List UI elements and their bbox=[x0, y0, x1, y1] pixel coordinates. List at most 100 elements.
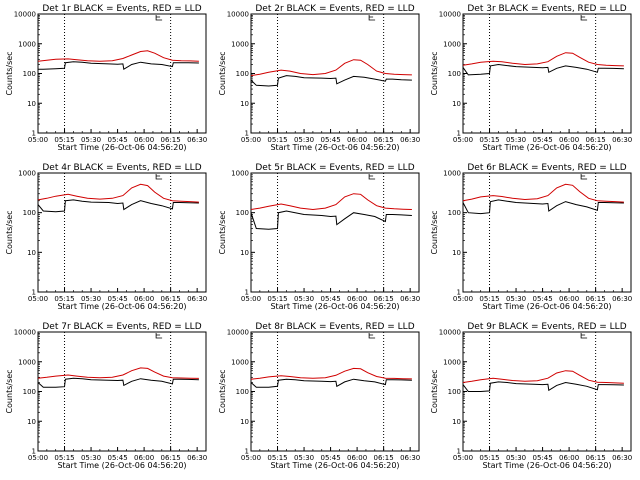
x-tick-label: 05:15 bbox=[54, 454, 74, 462]
x-tick-label: 06:15 bbox=[586, 136, 606, 144]
series-events-line bbox=[37, 199, 199, 213]
x-tick-label: 06:15 bbox=[161, 295, 181, 303]
y-tick-label: 1 bbox=[245, 289, 249, 297]
x-tick-label: 06:15 bbox=[374, 295, 394, 303]
x-tick-label: 05:30 bbox=[294, 295, 314, 303]
y-tick-label: 1000 bbox=[231, 358, 249, 366]
series-events-line bbox=[462, 381, 624, 392]
panel-1: Det 1r BLACK = Events, RED = LLD 1 10 100 10… bbox=[5, 4, 207, 152]
gate-marker bbox=[580, 15, 588, 21]
x-tick-label: 06:30 bbox=[400, 295, 420, 303]
y-tick-label: 10000 bbox=[439, 11, 461, 19]
y-tick-label: 100 bbox=[23, 388, 36, 396]
plot-frame bbox=[250, 172, 420, 293]
x-tick-label: 06:15 bbox=[374, 454, 394, 462]
x-tick-label: 06:30 bbox=[612, 454, 632, 462]
y-tick-label: 1000 bbox=[443, 40, 461, 48]
series-lld-line bbox=[37, 50, 199, 62]
series-lld-line bbox=[250, 367, 412, 380]
x-tick-label: 05:45 bbox=[107, 454, 127, 462]
y-tick-label: 1000 bbox=[18, 170, 36, 178]
panel-3: Det 3r BLACK = Events, RED = LLD 1 10 100 10… bbox=[430, 4, 632, 152]
x-tick-label: 06:30 bbox=[187, 295, 207, 303]
y-tick-label: 10000 bbox=[14, 329, 36, 337]
gate-marker bbox=[368, 333, 376, 339]
x-tick-label: 05:15 bbox=[479, 136, 499, 144]
panel-title: Det 9r BLACK = Events, RED = LLD bbox=[467, 322, 626, 332]
series-events-line bbox=[250, 75, 412, 87]
x-tick-label: 05:45 bbox=[320, 136, 340, 144]
panel-title: Det 2r BLACK = Events, RED = LLD bbox=[255, 4, 414, 14]
panel-title: Det 3r BLACK = Events, RED = LLD bbox=[467, 4, 626, 14]
panel-2: Det 2r BLACK = Events, RED = LLD 1 10 100 10… bbox=[218, 4, 420, 152]
series-lld-line bbox=[462, 370, 624, 384]
y-tick-label: 1 bbox=[457, 130, 461, 138]
y-tick-label: 10 bbox=[27, 418, 36, 426]
y-tick-label: 1 bbox=[245, 130, 249, 138]
y-axis-label: Counts/sec bbox=[5, 369, 14, 413]
x-tick-label: 06:00 bbox=[347, 136, 367, 144]
panel-9: Det 9r BLACK = Events, RED = LLD 1 10 100 10… bbox=[430, 322, 632, 470]
panel-title: Det 7r BLACK = Events, RED = LLD bbox=[42, 322, 201, 332]
gate-marker bbox=[580, 333, 588, 339]
y-axis-label: Counts/sec bbox=[430, 210, 439, 254]
plot-frame bbox=[462, 331, 632, 452]
y-axis-label: Counts/sec bbox=[218, 51, 227, 95]
y-tick-label: 10000 bbox=[227, 11, 249, 19]
x-tick-label: 05:00 bbox=[241, 295, 261, 303]
y-tick-label: 100 bbox=[236, 70, 249, 78]
plot-frame bbox=[37, 13, 207, 134]
x-axis-label: Start Time (26-Oct-06 04:56:20) bbox=[270, 143, 399, 152]
series-lld-line bbox=[462, 52, 624, 67]
x-tick-label: 05:15 bbox=[479, 454, 499, 462]
x-tick-label: 05:00 bbox=[453, 136, 473, 144]
x-tick-label: 05:00 bbox=[241, 136, 261, 144]
panel-title: Det 4r BLACK = Events, RED = LLD bbox=[42, 163, 201, 173]
y-axis-label: Counts/sec bbox=[5, 51, 14, 95]
y-tick-label: 10 bbox=[27, 100, 36, 108]
y-tick-label: 1 bbox=[32, 448, 36, 456]
x-tick-label: 05:30 bbox=[294, 454, 314, 462]
x-tick-label: 06:15 bbox=[586, 454, 606, 462]
y-tick-label: 1 bbox=[457, 448, 461, 456]
x-tick-label: 05:00 bbox=[28, 295, 48, 303]
y-tick-label: 1000 bbox=[18, 358, 36, 366]
x-axis-label: Start Time (26-Oct-06 04:56:20) bbox=[482, 461, 611, 470]
x-tick-label: 05:15 bbox=[267, 295, 287, 303]
y-axis-label: Counts/sec bbox=[218, 210, 227, 254]
gate-marker bbox=[155, 174, 163, 180]
panel-title: Det 8r BLACK = Events, RED = LLD bbox=[255, 322, 414, 332]
y-tick-label: 100 bbox=[236, 209, 249, 217]
y-tick-label: 100 bbox=[448, 70, 461, 78]
x-tick-label: 06:30 bbox=[400, 454, 420, 462]
y-tick-label: 1000 bbox=[18, 40, 36, 48]
series-lld-line bbox=[250, 59, 412, 77]
panel-title: Det 6r BLACK = Events, RED = LLD bbox=[467, 163, 626, 173]
gate-marker bbox=[368, 174, 376, 180]
gate-marker bbox=[155, 333, 163, 339]
y-tick-label: 10000 bbox=[227, 329, 249, 337]
x-axis-label: Start Time (26-Oct-06 04:56:20) bbox=[270, 461, 399, 470]
x-axis-label: Start Time (26-Oct-06 04:56:20) bbox=[482, 143, 611, 152]
y-tick-label: 100 bbox=[448, 209, 461, 217]
y-tick-label: 1000 bbox=[231, 40, 249, 48]
x-tick-label: 05:45 bbox=[532, 295, 552, 303]
x-tick-label: 06:00 bbox=[347, 295, 367, 303]
x-axis-label: Start Time (26-Oct-06 04:56:20) bbox=[482, 302, 611, 311]
y-tick-label: 10000 bbox=[14, 11, 36, 19]
x-tick-label: 05:30 bbox=[294, 136, 314, 144]
series-events-line bbox=[462, 63, 624, 76]
series-lld-line bbox=[462, 183, 624, 203]
panel-8: Det 8r BLACK = Events, RED = LLD 1 10 100 10… bbox=[218, 322, 420, 470]
x-tick-label: 05:30 bbox=[81, 454, 101, 462]
x-tick-label: 05:45 bbox=[107, 295, 127, 303]
x-tick-label: 05:45 bbox=[532, 454, 552, 462]
y-tick-label: 10 bbox=[27, 249, 36, 257]
x-tick-label: 06:00 bbox=[134, 136, 154, 144]
y-tick-label: 1 bbox=[245, 448, 249, 456]
x-tick-label: 05:45 bbox=[320, 295, 340, 303]
y-axis-label: Counts/sec bbox=[430, 51, 439, 95]
panel-5: Det 5r BLACK = Events, RED = LLD 1 10 100 10… bbox=[218, 163, 420, 311]
series-events-line bbox=[38, 61, 199, 71]
panel-6: Det 6r BLACK = Events, RED = LLD 1 10 100 10… bbox=[430, 163, 632, 311]
